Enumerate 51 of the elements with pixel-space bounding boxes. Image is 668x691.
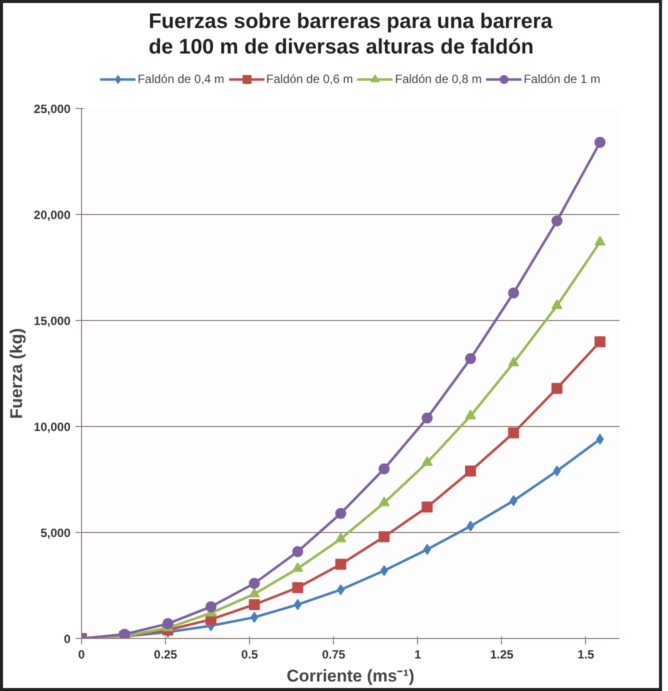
point <box>292 546 304 558</box>
point <box>465 410 476 420</box>
point <box>465 466 476 477</box>
point <box>378 496 390 506</box>
y-tick-label: 25,000 <box>34 102 71 116</box>
x-tick-label: 1.25 <box>490 648 514 662</box>
y-tick-label: 15,000 <box>34 314 71 328</box>
x-tick-label: 1.5 <box>578 648 595 662</box>
x-tick-label: 1 <box>414 648 422 662</box>
point <box>335 532 346 542</box>
point <box>422 456 433 466</box>
x-axis-title: Corriente (ms⁻¹) <box>286 666 414 686</box>
point <box>422 502 433 513</box>
point <box>248 599 260 610</box>
x-tick-label: 0 <box>78 648 86 662</box>
point <box>294 599 302 610</box>
point <box>378 531 390 542</box>
point <box>205 601 216 612</box>
x-tick-label: 0.25 <box>154 648 178 662</box>
point <box>508 356 520 366</box>
point <box>335 508 346 519</box>
point <box>378 463 390 474</box>
point <box>162 618 174 630</box>
x-tick-label: 0.5 <box>241 648 258 662</box>
point <box>594 336 606 348</box>
y-axis-title: Fuerza (kg) <box>6 328 26 419</box>
point <box>248 588 260 598</box>
point <box>508 287 520 298</box>
point <box>336 584 345 596</box>
chart-title: Fuerzas sobre barreras para una barrera de 100 m de diversas alturas de faldón <box>148 10 553 58</box>
point <box>422 412 433 424</box>
y-tick-label: 0 <box>64 632 71 646</box>
legend-label: Faldón de 0,6 m <box>266 72 353 86</box>
point <box>335 558 346 570</box>
point <box>594 236 606 246</box>
x-tick-label: 0.75 <box>322 648 346 662</box>
point <box>508 427 520 438</box>
point <box>551 382 562 394</box>
point <box>551 215 562 226</box>
point <box>248 578 260 589</box>
point <box>292 562 304 572</box>
point <box>465 353 476 364</box>
point <box>551 299 562 310</box>
legend-label: Faldón de 1 m <box>524 72 600 86</box>
y-tick-label: 10,000 <box>34 420 71 434</box>
legend-label: Faldón de 0,4 m <box>138 72 224 86</box>
y-tick-label: 5,000 <box>40 526 71 540</box>
point <box>594 136 606 148</box>
point <box>292 582 304 594</box>
legend-label: Faldón de 0,8 m <box>395 72 482 86</box>
y-tick-label: 20,000 <box>34 208 71 222</box>
